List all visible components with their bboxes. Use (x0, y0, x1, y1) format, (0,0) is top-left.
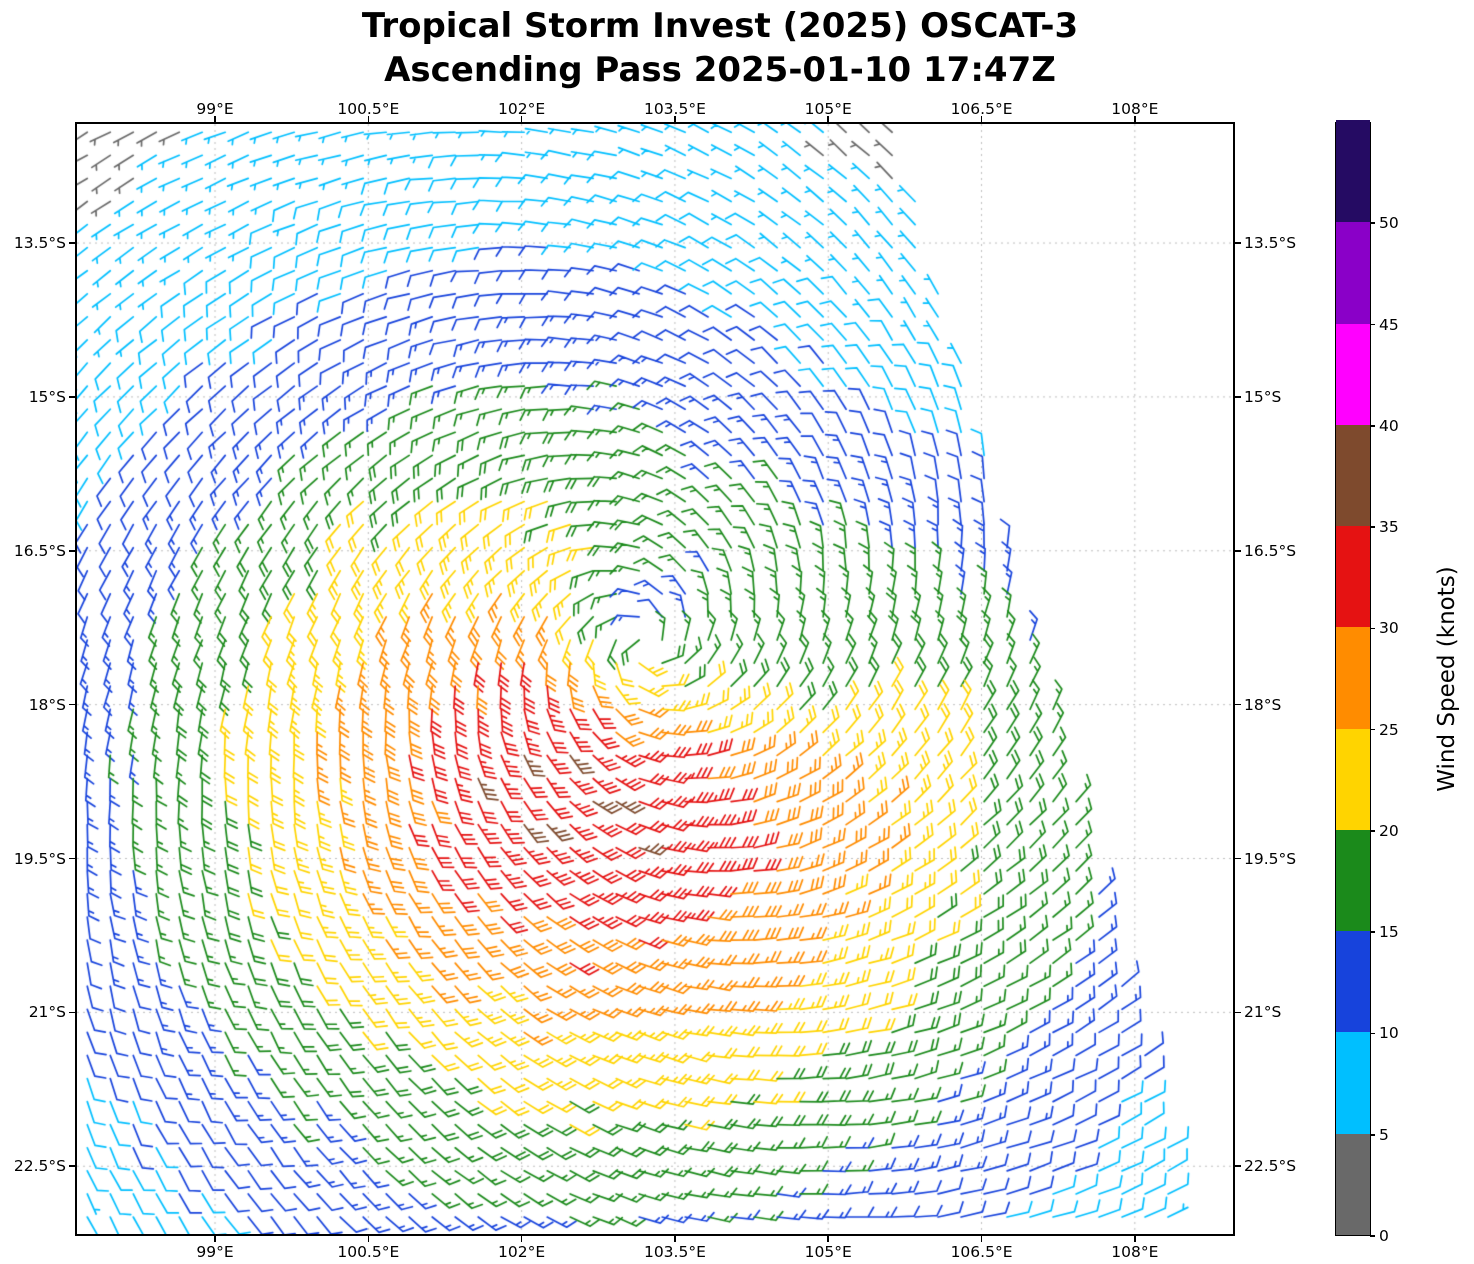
colorbar-band (1336, 221, 1370, 324)
x-tick-mark-top (520, 116, 523, 122)
y-tick-mark-left (69, 396, 75, 398)
x-tick-mark-bottom (520, 1236, 523, 1242)
y-tick-label-right: 22.5°S (1244, 1157, 1297, 1176)
colorbar-tick-label: 15 (1379, 923, 1399, 942)
x-tick-mark-bottom (1134, 1236, 1136, 1242)
y-tick-label-left: 21°S (28, 1003, 66, 1022)
y-tick-label-right: 13.5°S (1244, 234, 1297, 253)
colorbar-band (1336, 525, 1370, 628)
x-tick-label-bottom: 103.5°E (643, 1243, 706, 1261)
x-tick-mark-top (367, 116, 370, 122)
colorbar-label: Wind Speed (knots) (1434, 566, 1460, 792)
y-tick-mark-right (1235, 242, 1241, 244)
y-tick-label-right: 16.5°S (1244, 541, 1297, 560)
colorbar-tick-mark (1370, 323, 1375, 326)
colorbar-tick-label: 25 (1379, 720, 1399, 739)
map-plot-area (75, 122, 1235, 1236)
y-tick-mark-left (69, 857, 75, 860)
y-tick-label-right: 18°S (1244, 695, 1282, 714)
colorbar-band (1336, 1031, 1370, 1134)
y-tick-mark-right (1235, 549, 1241, 552)
x-tick-label-top: 103.5°E (643, 100, 706, 118)
y-tick-label-right: 19.5°S (1244, 849, 1297, 868)
colorbar-tick-label: 10 (1379, 1024, 1399, 1043)
chart-title-line1: Tropical Storm Invest (2025) OSCAT-3 (361, 6, 1079, 46)
colorbar-band (1336, 930, 1370, 1033)
chart-title-line2: Ascending Pass 2025-01-10 17:47Z (384, 50, 1056, 90)
x-tick-mark-bottom (980, 1236, 983, 1242)
x-tick-label-bottom: 108°E (1111, 1243, 1159, 1261)
x-tick-label-bottom: 106.5°E (950, 1243, 1013, 1261)
y-tick-label-left: 16.5°S (13, 541, 66, 560)
colorbar (1335, 120, 1371, 1236)
x-tick-mark-top (980, 116, 983, 122)
colorbar-band (1336, 1133, 1370, 1235)
x-tick-label-bottom: 100.5°E (337, 1243, 400, 1261)
y-tick-label-right: 15°S (1244, 387, 1282, 406)
colorbar-tick-mark (1370, 526, 1375, 528)
colorbar-tick-mark (1370, 830, 1375, 832)
y-tick-mark-right (1235, 857, 1241, 860)
y-tick-mark-left (69, 703, 75, 706)
x-tick-label-top: 105°E (804, 100, 852, 118)
x-tick-label-top: 106.5°E (950, 100, 1013, 118)
colorbar-band (1336, 626, 1370, 729)
colorbar-band (1336, 120, 1370, 223)
y-tick-label-left: 13.5°S (13, 234, 66, 253)
colorbar-tick-mark (1370, 728, 1375, 731)
y-tick-mark-right (1235, 703, 1241, 706)
y-tick-label-left: 15°S (28, 387, 66, 406)
colorbar-tick-mark (1370, 1032, 1375, 1035)
y-tick-label-left: 22.5°S (13, 1157, 66, 1176)
colorbar-tick-label: 0 (1379, 1227, 1389, 1245)
y-tick-mark-left (69, 1165, 75, 1168)
x-tick-mark-bottom (674, 1236, 676, 1242)
colorbar-tick-mark (1370, 627, 1375, 630)
wind-barb-canvas (77, 124, 1233, 1234)
x-tick-mark-bottom (214, 1236, 216, 1242)
y-tick-mark-left (69, 1011, 75, 1014)
colorbar-tick-label: 35 (1379, 518, 1399, 537)
chart-title: Tropical Storm Invest (2025) OSCAT-3 Asc… (75, 4, 1365, 92)
colorbar-tick-label: 40 (1379, 416, 1399, 435)
y-tick-mark-right (1235, 1011, 1241, 1014)
x-tick-mark-top (827, 116, 830, 122)
x-tick-mark-top (674, 116, 676, 122)
x-tick-mark-top (1134, 116, 1136, 122)
colorbar-tick-label: 20 (1379, 821, 1399, 840)
y-tick-mark-right (1235, 396, 1241, 398)
y-tick-label-right: 21°S (1244, 1003, 1282, 1022)
x-tick-label-top: 99°E (196, 100, 234, 118)
y-tick-mark-left (69, 242, 75, 244)
x-tick-mark-top (214, 116, 216, 122)
x-tick-label-top: 100.5°E (337, 100, 400, 118)
x-tick-mark-bottom (367, 1236, 370, 1242)
x-tick-label-bottom: 105°E (804, 1243, 852, 1261)
colorbar-tick-mark (1370, 1235, 1375, 1237)
colorbar-tick-label: 45 (1379, 315, 1399, 334)
colorbar-tick-mark (1370, 425, 1375, 427)
colorbar-band (1336, 727, 1370, 830)
x-tick-mark-bottom (827, 1236, 830, 1242)
colorbar-tick-label: 5 (1379, 1125, 1389, 1144)
y-tick-mark-right (1235, 1165, 1241, 1168)
colorbar-band (1336, 424, 1370, 527)
x-tick-label-top: 108°E (1111, 100, 1159, 118)
colorbar-band (1336, 829, 1370, 932)
x-tick-label-bottom: 99°E (196, 1243, 234, 1261)
y-tick-label-left: 18°S (28, 695, 66, 714)
colorbar-tick-mark (1370, 1133, 1375, 1136)
y-tick-mark-left (69, 549, 75, 552)
y-tick-label-left: 19.5°S (13, 849, 66, 868)
colorbar-tick-label: 30 (1379, 619, 1399, 638)
colorbar-tick-mark (1370, 931, 1375, 933)
colorbar-band (1336, 322, 1370, 425)
colorbar-tick-mark (1370, 222, 1375, 225)
x-tick-label-top: 102°E (498, 100, 546, 118)
x-tick-label-bottom: 102°E (498, 1243, 546, 1261)
colorbar-tick-label: 50 (1379, 214, 1399, 233)
